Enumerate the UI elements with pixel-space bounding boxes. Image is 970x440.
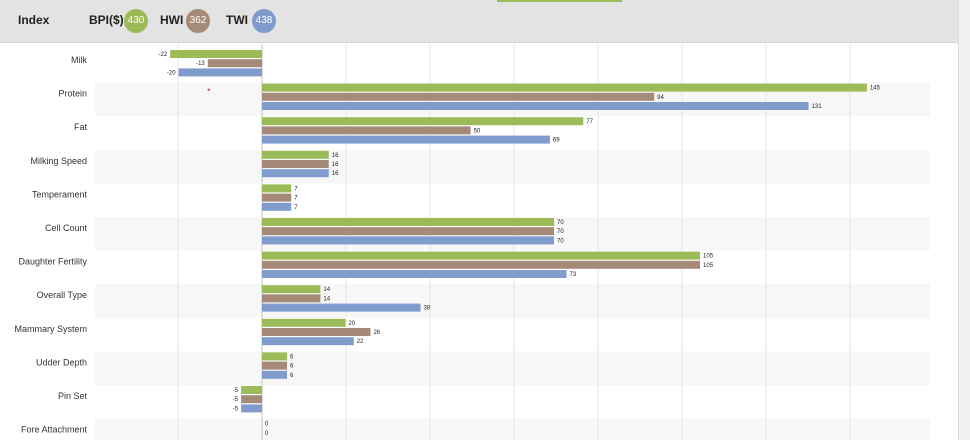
bar [262,260,701,269]
data-label: -13 [196,61,205,67]
category-label: Udder Depth [36,357,87,367]
data-label: 14 [323,287,330,293]
hwi-label: HWI [160,13,184,27]
data-label: 14 [323,296,330,302]
data-label: 7 [294,205,298,211]
data-label: 105 [703,263,714,269]
bpi-badge: 430 [124,9,148,33]
data-label: 38 [424,306,431,312]
bar [262,160,329,168]
bar [262,303,421,312]
row-band [95,284,930,318]
bar [262,352,288,361]
data-label: 50 [474,128,481,134]
bar [241,404,262,413]
category-label: Cell Count [45,223,88,233]
bar [262,135,550,144]
data-label: 6 [290,354,294,360]
bar [262,102,809,110]
bar [262,150,329,159]
data-label: 77 [586,119,593,125]
data-label: 20 [348,321,355,327]
data-label: 6 [290,373,294,379]
category-label: Mammary System [14,324,87,334]
bar [241,395,262,404]
bar [262,236,555,245]
bar [262,337,354,346]
annotation-mark: * [207,87,211,97]
bpi-label: BPI($) [89,13,124,27]
bar [262,361,288,370]
bar [262,169,329,178]
bar [262,318,346,327]
data-label: 131 [812,104,823,110]
category-label: Fat [74,122,88,132]
bar [262,202,292,211]
bar [262,270,567,278]
twi-label: TWI [226,13,248,27]
data-label: 70 [557,220,564,226]
bar [262,294,321,303]
category-label: Pin Set [58,391,88,401]
data-label: 94 [657,95,664,101]
bar [241,386,262,394]
category-label: Milking Speed [30,156,87,166]
data-label: 145 [870,86,881,92]
category-label: Fore Attachment [21,425,88,435]
data-label: 16 [332,162,339,168]
data-label: 0 [265,431,269,437]
bar [262,83,867,92]
row-band [95,351,930,385]
data-label: 69 [553,138,560,144]
hwi-badge: 362 [186,9,210,33]
data-label: -22 [159,52,168,58]
data-label: 70 [557,229,564,235]
data-label: 7 [294,196,298,202]
bar [262,126,471,135]
bar [262,328,371,336]
data-label: 7 [294,186,298,192]
bar [262,227,555,236]
bar [262,117,584,126]
data-label: -5 [233,388,239,394]
bar [178,68,262,77]
bar [262,92,655,101]
category-label: Daughter Fertility [18,257,87,267]
category-label: Milk [71,55,87,65]
data-label: 73 [570,272,577,278]
bar [262,218,555,226]
twi-badge: 438 [252,9,276,33]
data-label: 16 [332,171,339,177]
category-label: Overall Type [37,290,87,300]
bar [262,193,292,202]
row-band [95,149,930,184]
data-label: 22 [357,339,364,345]
index-title: Index [18,13,50,27]
bar [207,59,262,68]
data-label: 6 [290,364,294,370]
category-label: Protein [58,89,87,99]
data-label: -5 [233,397,239,403]
scrollbar-track[interactable] [958,0,970,440]
data-label: 0 [265,422,269,428]
data-label: 70 [557,238,564,244]
bar [262,370,288,379]
data-label: 26 [373,330,380,336]
data-label: 16 [332,153,339,159]
data-label: -20 [167,70,176,76]
bar [262,285,321,294]
index-header: Index BPI($) 430 HWI 362 TWI 438 [0,0,958,43]
bar [170,50,262,58]
data-label: -5 [233,406,239,412]
row-band [95,418,930,440]
bar [262,184,292,193]
bar [262,251,701,260]
data-label: 105 [703,254,714,260]
header-accent [497,0,622,2]
category-label: Temperament [32,189,88,199]
